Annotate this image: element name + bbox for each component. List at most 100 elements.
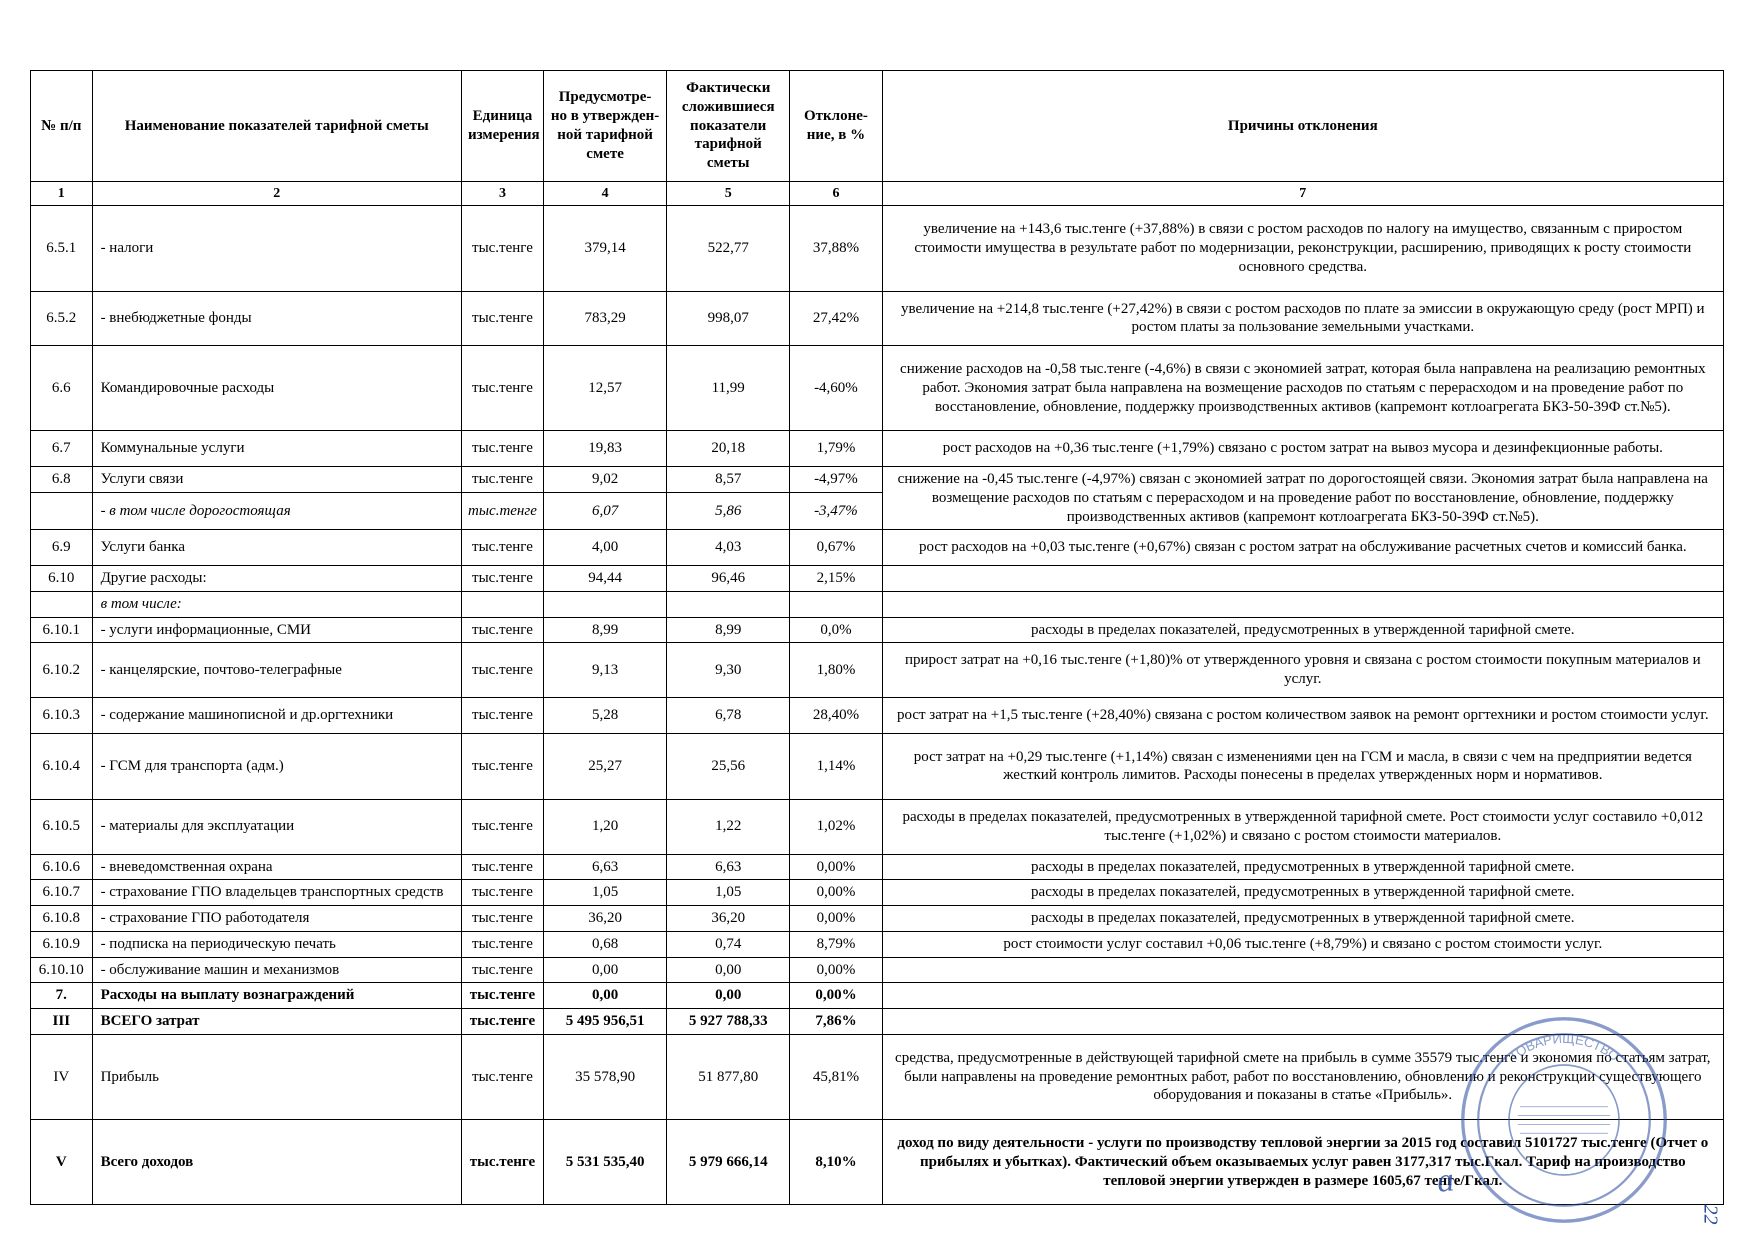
cell-unit: тыс.тенге [461, 931, 543, 957]
cell-name: - материалы для эксплуатации [92, 800, 461, 855]
cell-name: Расходы на выплату вознаграждений [92, 983, 461, 1009]
cell-idx: IV [31, 1034, 93, 1119]
cell-idx [31, 591, 93, 617]
cell-unit: тыс.тенге [461, 530, 543, 566]
table-row: 6.10.6- вневедомственная охранатыс.тенге… [31, 854, 1724, 880]
cell-dev: 0,00% [790, 957, 882, 983]
cell-reason: рост затрат на +1,5 тыс.тенге (+28,40%) … [882, 697, 1723, 733]
table-row: 6.7Коммунальные услугитыс.тенге19,8320,1… [31, 431, 1724, 467]
cell-plan: 25,27 [544, 733, 667, 800]
cell-unit: тыс.тенге [461, 643, 543, 698]
cell-name: Прибыль [92, 1034, 461, 1119]
cell-fact: 96,46 [667, 566, 790, 592]
cell-dev: 45,81% [790, 1034, 882, 1119]
cell-fact: 20,18 [667, 431, 790, 467]
cell-dev: 1,80% [790, 643, 882, 698]
table-row: 6.10.5- материалы для эксплуатациитыс.те… [31, 800, 1724, 855]
cell-reason: расходы в пределах показателей, предусмо… [882, 617, 1723, 643]
cell-name: - страхование ГПО работодателя [92, 906, 461, 932]
cell-fact: 25,56 [667, 733, 790, 800]
header-idx: № п/п [31, 71, 93, 182]
table-row: 6.5.1- налогитыс.тенге379,14522,7737,88%… [31, 206, 1724, 291]
cell-dev: -4,60% [790, 346, 882, 431]
cell-unit: тыс.тенге [461, 1034, 543, 1119]
cell-name: Всего доходов [92, 1120, 461, 1205]
cell-plan: 94,44 [544, 566, 667, 592]
colnum-3: 3 [461, 181, 543, 206]
cell-plan: 379,14 [544, 206, 667, 291]
cell-fact: 5 979 666,14 [667, 1120, 790, 1205]
colnum-1: 1 [31, 181, 93, 206]
cell-idx: 6.8 [31, 467, 93, 493]
cell-plan: 5,28 [544, 697, 667, 733]
cell-unit: тыс.тенге [461, 983, 543, 1009]
cell-fact: 0,00 [667, 983, 790, 1009]
cell-idx: 6.10.2 [31, 643, 93, 698]
cell-fact: 5 927 788,33 [667, 1009, 790, 1035]
cell-dev: 1,79% [790, 431, 882, 467]
cell-reason: рост затрат на +0,29 тыс.тенге (+1,14%) … [882, 733, 1723, 800]
cell-name: Услуги банка [92, 530, 461, 566]
cell-name: - услуги информационные, СМИ [92, 617, 461, 643]
cell-idx: 6.5.1 [31, 206, 93, 291]
cell-idx: 6.10 [31, 566, 93, 592]
cell-reason [882, 1009, 1723, 1035]
cell-reason: увеличение на +143,6 тыс.тенге (+37,88%)… [882, 206, 1723, 291]
cell-fact: 6,78 [667, 697, 790, 733]
cell-unit [461, 591, 543, 617]
cell-plan: 0,00 [544, 957, 667, 983]
cell-reason [882, 591, 1723, 617]
table-row: 6.10.10- обслуживание машин и механизмов… [31, 957, 1724, 983]
table-header: № п/п Наименование показателей тарифной … [31, 71, 1724, 206]
cell-idx: 6.5.2 [31, 291, 93, 346]
cell-reason [882, 957, 1723, 983]
cell-plan: 0,00 [544, 983, 667, 1009]
cell-plan [544, 591, 667, 617]
cell-reason: рост стоимости услуг составил +0,06 тыс.… [882, 931, 1723, 957]
cell-name: - подписка на периодическую печать [92, 931, 461, 957]
cell-plan: 19,83 [544, 431, 667, 467]
cell-fact: 4,03 [667, 530, 790, 566]
cell-name: - вневедомственная охрана [92, 854, 461, 880]
cell-dev: 1,02% [790, 800, 882, 855]
table-row: IIIВСЕГО затраттыс.тенге5 495 956,515 92… [31, 1009, 1724, 1035]
cell-fact: 1,05 [667, 880, 790, 906]
cell-name: - ГСМ для транспорта (адм.) [92, 733, 461, 800]
cell-plan: 12,57 [544, 346, 667, 431]
cell-dev: 7,86% [790, 1009, 882, 1035]
cell-unit: тыс.тенге [461, 957, 543, 983]
cell-fact: 6,63 [667, 854, 790, 880]
cell-fact: 0,74 [667, 931, 790, 957]
cell-fact: 9,30 [667, 643, 790, 698]
cell-fact: 11,99 [667, 346, 790, 431]
cell-unit: тыс.тенге [461, 291, 543, 346]
cell-idx: V [31, 1120, 93, 1205]
header-fact: Фактически сложившиеся показатели тарифн… [667, 71, 790, 182]
cell-reason: увеличение на +214,8 тыс.тенге (+27,42%)… [882, 291, 1723, 346]
cell-unit: тыс.тенге [461, 493, 543, 530]
header-unit: Единица измерения [461, 71, 543, 182]
cell-idx: 6.10.1 [31, 617, 93, 643]
header-reason: Причины отклонения [882, 71, 1723, 182]
table-row: IVПрибыльтыс.тенге35 578,9051 877,8045,8… [31, 1034, 1724, 1119]
table-body: 6.5.1- налогитыс.тенге379,14522,7737,88%… [31, 206, 1724, 1205]
cell-unit: тыс.тенге [461, 206, 543, 291]
table-row: 6.10.3- содержание машинописной и др.орг… [31, 697, 1724, 733]
cell-plan: 6,63 [544, 854, 667, 880]
cell-unit: тыс.тенге [461, 854, 543, 880]
cell-name: - налоги [92, 206, 461, 291]
cell-idx: 6.10.3 [31, 697, 93, 733]
cell-dev: -4,97% [790, 467, 882, 493]
cell-name: Командировочные расходы [92, 346, 461, 431]
cell-reason: рост расходов на +0,36 тыс.тенге (+1,79%… [882, 431, 1723, 467]
cell-plan: 5 531 535,40 [544, 1120, 667, 1205]
cell-idx: 6.10.9 [31, 931, 93, 957]
cell-idx: 6.9 [31, 530, 93, 566]
cell-idx: III [31, 1009, 93, 1035]
cell-name: Другие расходы: [92, 566, 461, 592]
cell-plan: 4,00 [544, 530, 667, 566]
cell-unit: тыс.тенге [461, 1009, 543, 1035]
page-number: 22 [1699, 1205, 1722, 1225]
cell-fact: 5,86 [667, 493, 790, 530]
cell-plan: 1,20 [544, 800, 667, 855]
